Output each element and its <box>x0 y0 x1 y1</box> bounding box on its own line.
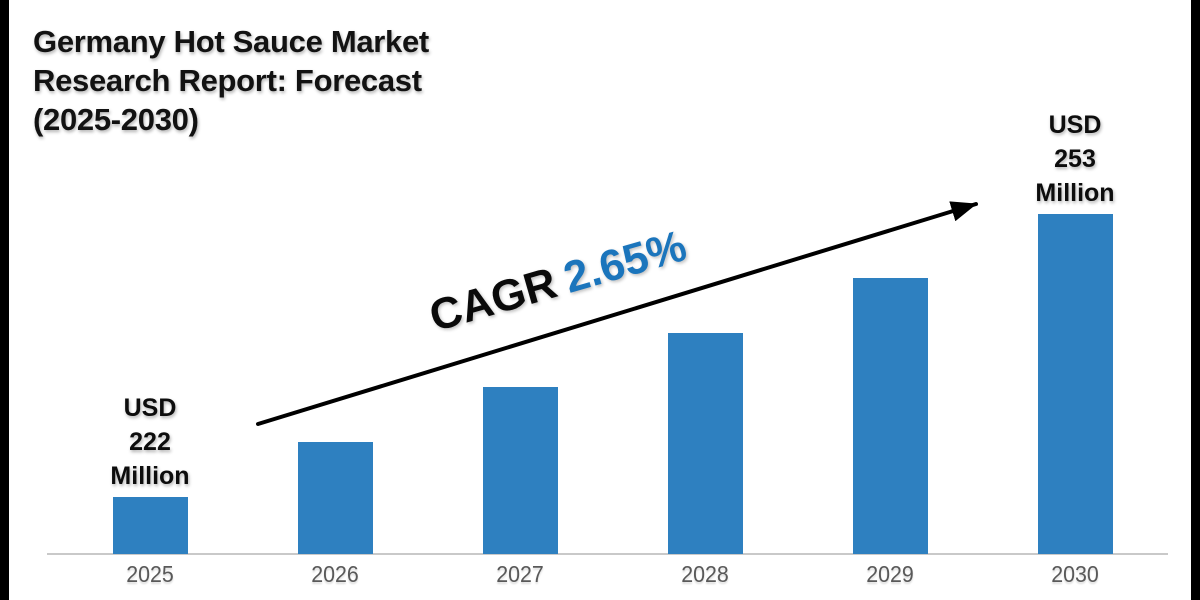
chart-title-line-3: (2025-2030) <box>33 102 199 137</box>
value-label-line: 253 <box>1054 145 1096 173</box>
value-label-2030: USD 253 Million <box>1000 108 1150 210</box>
value-label-line: 222 <box>129 428 171 456</box>
x-axis-line <box>47 552 1168 555</box>
x-tick-label-2028: 2028 <box>681 561 729 587</box>
bar-2028 <box>667 332 743 554</box>
bar-2030 <box>1037 214 1113 554</box>
x-tick-label-2025: 2025 <box>126 561 174 587</box>
chart-title-line-2: Research Report: Forecast <box>33 63 422 98</box>
chart-title: Germany Hot Sauce Market Research Report… <box>33 22 429 139</box>
value-label-2025: USD 222 Million <box>75 391 225 493</box>
x-tick-label-2030: 2030 <box>1051 561 1099 587</box>
bar-2026 <box>297 442 373 554</box>
x-tick-label-2029: 2029 <box>866 561 914 587</box>
value-label-line: USD <box>1048 111 1102 139</box>
x-tick-label-2026: 2026 <box>311 561 359 587</box>
value-label-line: USD <box>123 394 177 422</box>
bar-2027 <box>482 387 558 554</box>
chart-title-line-1: Germany Hot Sauce Market <box>33 24 429 59</box>
value-label-line: Million <box>110 462 190 490</box>
bar-2029 <box>852 277 928 554</box>
left-frame-bar <box>0 0 9 600</box>
x-tick-label-2027: 2027 <box>496 561 544 587</box>
right-frame-bar <box>1191 0 1200 600</box>
bar-2025 <box>112 497 188 554</box>
value-label-line: Million <box>1035 179 1115 207</box>
